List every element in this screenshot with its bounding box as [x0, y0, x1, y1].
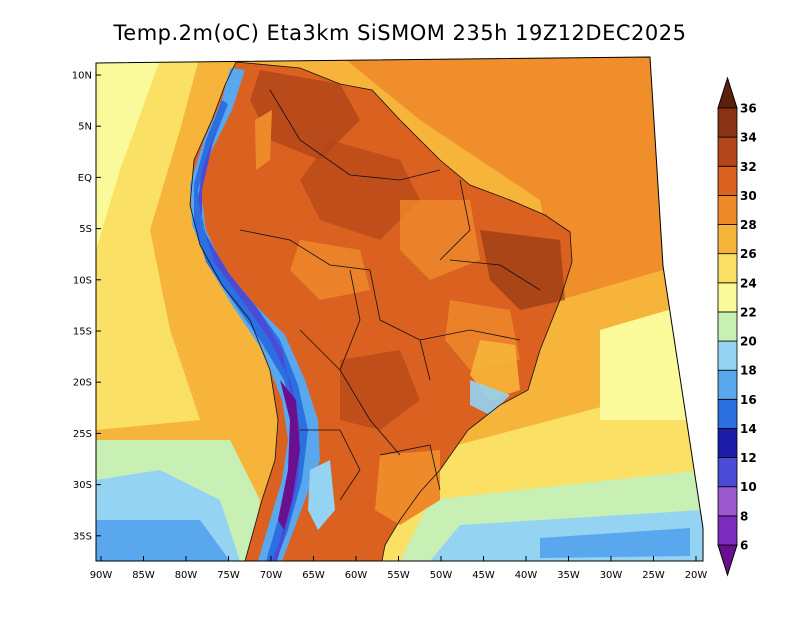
lat-label: 15S — [73, 327, 92, 338]
colorbar-label: 16 — [740, 393, 757, 407]
colorbar-label: 30 — [740, 189, 757, 203]
latitude-axis: 10N 5N EQ 5S 10S 15S 20S 25S 30S 35S — [72, 71, 101, 542]
colorbar-label: 18 — [740, 364, 757, 378]
lon-label: 85W — [132, 570, 155, 581]
colorbar-segment — [717, 194, 738, 225]
longitude-axis: 90W 85W 80W 75W 70W 65W 60W 55W 50W 45W 40W 35W 30W 2… — [90, 556, 708, 581]
lon-label: 40W — [515, 570, 538, 581]
colorbar-segment — [717, 107, 738, 138]
lat-label: 5S — [79, 224, 92, 235]
colorbar-label: 26 — [740, 247, 757, 261]
colorbar: 6 8 10 12 14 16 18 20 22 24 26 28 30 32 34 36 — [717, 76, 757, 577]
colorbar-label: 22 — [740, 305, 757, 319]
lon-label: 80W — [175, 570, 198, 581]
colorbar-segment — [717, 282, 738, 313]
lon-label: 50W — [430, 570, 453, 581]
lon-label: 60W — [345, 570, 368, 581]
lon-label: 75W — [217, 570, 240, 581]
colorbar-arrow-high-icon — [717, 76, 738, 109]
colorbar-segment — [717, 457, 738, 488]
colorbar-label: 20 — [740, 335, 757, 349]
colorbar-segment — [717, 515, 738, 546]
lat-label: 5N — [78, 122, 92, 133]
colorbar-segment — [717, 398, 738, 429]
lon-label: 20W — [685, 570, 708, 581]
colorbar-segment — [717, 369, 738, 400]
colorbar-arrow-low-icon — [717, 544, 738, 577]
colorbar-label: 12 — [740, 451, 757, 465]
colorbar-label: 36 — [740, 102, 757, 116]
colorbar-label: 24 — [740, 276, 757, 290]
lat-label: 10N — [72, 71, 92, 82]
colorbar-segment — [717, 224, 738, 255]
colorbar-segment — [717, 486, 738, 517]
colorbar-label: 34 — [740, 131, 757, 145]
colorbar-label: 6 — [740, 539, 748, 553]
colorbar-segment — [717, 253, 738, 284]
lat-label: 30S — [73, 480, 92, 491]
lon-label: 25W — [642, 570, 665, 581]
colorbar-segment — [717, 428, 738, 459]
lat-label: 20S — [73, 378, 92, 389]
lon-label: 55W — [387, 570, 410, 581]
country-borders — [189, 61, 573, 562]
colorbar-segment — [717, 136, 738, 167]
colorbar-label: 8 — [740, 509, 748, 523]
lat-label: EQ — [78, 173, 92, 184]
colorbar-segment — [717, 340, 738, 371]
lat-label: 25S — [73, 429, 92, 440]
lon-label: 70W — [260, 570, 283, 581]
lon-label: 35W — [557, 570, 580, 581]
map-panel — [95, 56, 704, 562]
colorbar-label: 28 — [740, 218, 757, 232]
colorbar-label: 14 — [740, 422, 757, 436]
lat-label: 10S — [73, 275, 92, 286]
lon-label: 30W — [600, 570, 623, 581]
lon-label: 45W — [472, 570, 495, 581]
lon-label: 65W — [302, 570, 325, 581]
colorbar-label: 10 — [740, 480, 757, 494]
colorbar-segment — [717, 165, 738, 196]
colorbar-label: 32 — [740, 160, 757, 174]
lat-label: 35S — [73, 531, 92, 542]
lon-label: 90W — [90, 570, 113, 581]
colorbar-segment — [717, 311, 738, 342]
map-title: Temp.2m(oC) Eta3km SiSMOM 235h 19Z12DEC2… — [113, 21, 687, 45]
temperature-field — [96, 57, 703, 561]
